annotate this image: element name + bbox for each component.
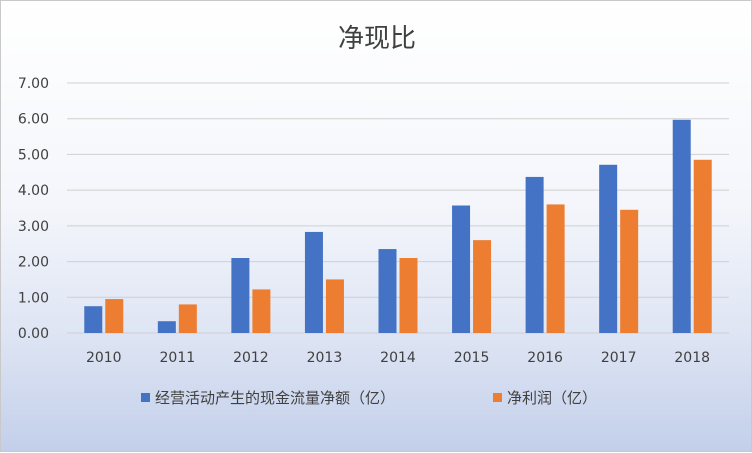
- grid-lines: [67, 82, 729, 334]
- x-tick-label: 2011: [160, 350, 196, 366]
- x-tick-label: 2014: [380, 350, 416, 366]
- x-tick-label: 2017: [601, 350, 637, 366]
- bar-series-1: [693, 159, 712, 333]
- chart-title: 净现比: [338, 24, 416, 54]
- bar-series-0: [304, 231, 323, 333]
- x-tick-label: 2018: [674, 350, 710, 366]
- bar-series-0: [157, 321, 176, 333]
- bar-series-0: [378, 249, 397, 333]
- x-tick-label: 2012: [233, 350, 269, 366]
- y-tick-label: 7.00: [18, 76, 49, 92]
- y-tick-label: 4.00: [18, 183, 49, 199]
- bar-series-1: [105, 299, 124, 333]
- bar-series-1: [252, 289, 271, 333]
- legend-swatch: [141, 393, 150, 402]
- bar-series-0: [525, 176, 544, 333]
- y-tick-label: 1.00: [18, 290, 49, 306]
- legend-label: 经营活动产生的现金流量净额（亿）: [155, 389, 395, 407]
- legend-label: 净利润（亿）: [507, 389, 597, 407]
- y-tick-label: 3.00: [18, 219, 49, 235]
- y-tick-label: 0.00: [18, 326, 49, 342]
- bar-series-1: [546, 204, 565, 333]
- y-tick-label: 6.00: [18, 112, 49, 128]
- legend: 经营活动产生的现金流量净额（亿） 净利润（亿）: [141, 389, 597, 407]
- bar-series-1: [178, 304, 197, 333]
- x-tick-label: 2010: [86, 350, 122, 366]
- x-tick-label: 2016: [527, 350, 563, 366]
- bar-series-0: [84, 306, 103, 333]
- bar-series-1: [325, 279, 344, 333]
- legend-swatch: [493, 393, 502, 402]
- y-axis-ticks: 0.00 1.00 2.00 3.00 4.00 5.00 6.00 7.00: [18, 76, 49, 342]
- y-tick-label: 2.00: [18, 255, 49, 271]
- x-axis-ticks: 2010 2011 2012 2013 2014 2015 2016 2017 2018: [86, 350, 710, 366]
- bar-series-1: [620, 209, 639, 333]
- bar-series-1: [473, 240, 492, 333]
- x-tick-label: 2015: [454, 350, 490, 366]
- bars: [84, 119, 712, 334]
- bar-series-0: [599, 164, 618, 333]
- bar-series-0: [452, 205, 471, 333]
- x-tick-label: 2013: [307, 350, 343, 366]
- bar-series-1: [399, 258, 418, 333]
- bar-series-0: [672, 119, 691, 334]
- y-tick-label: 5.00: [18, 147, 49, 163]
- bar-series-0: [231, 258, 250, 333]
